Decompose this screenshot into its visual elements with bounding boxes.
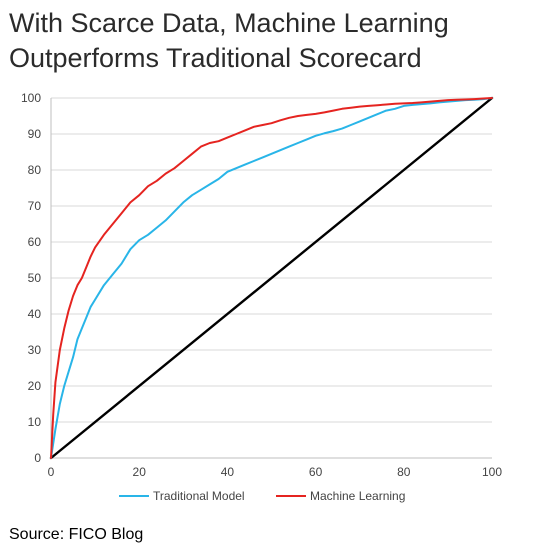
- chart-title-line-1: With Scarce Data, Machine Learning: [9, 8, 449, 38]
- y-tick-label-0: 0: [34, 451, 41, 465]
- series-line-machine-learning: [50, 97, 493, 459]
- legend-label-traditional-model: Traditional Model: [153, 489, 245, 503]
- series-line-traditional-model: [50, 97, 493, 459]
- x-tick-label-0: 0: [48, 465, 55, 479]
- chart-title-line-2: Outperforms Traditional Scorecard: [9, 43, 422, 73]
- x-tick-label-80: 80: [397, 465, 411, 479]
- y-tick-label-30: 30: [28, 343, 42, 357]
- y-tick-label-90: 90: [28, 127, 42, 141]
- y-tick-label-60: 60: [28, 235, 42, 249]
- y-tick-label-10: 10: [28, 415, 42, 429]
- y-tick-label-80: 80: [28, 163, 42, 177]
- y-tick-label-70: 70: [28, 199, 42, 213]
- y-tick-label-20: 20: [28, 379, 42, 393]
- x-tick-label-20: 20: [133, 465, 147, 479]
- x-tick-label-40: 40: [221, 465, 235, 479]
- series-line-reference-diagonal: [49, 96, 494, 460]
- x-tick-label-60: 60: [309, 465, 323, 479]
- y-tick-label-40: 40: [28, 307, 42, 321]
- y-tick-label-50: 50: [28, 271, 42, 285]
- x-tick-label-100: 100: [482, 465, 502, 479]
- chart-title: With Scarce Data, Machine Learning Outpe…: [9, 6, 529, 76]
- source-note: Source: FICO Blog: [9, 526, 144, 543]
- legend-label-machine-learning: Machine Learning: [310, 489, 405, 503]
- y-tick-label-100: 100: [21, 91, 41, 105]
